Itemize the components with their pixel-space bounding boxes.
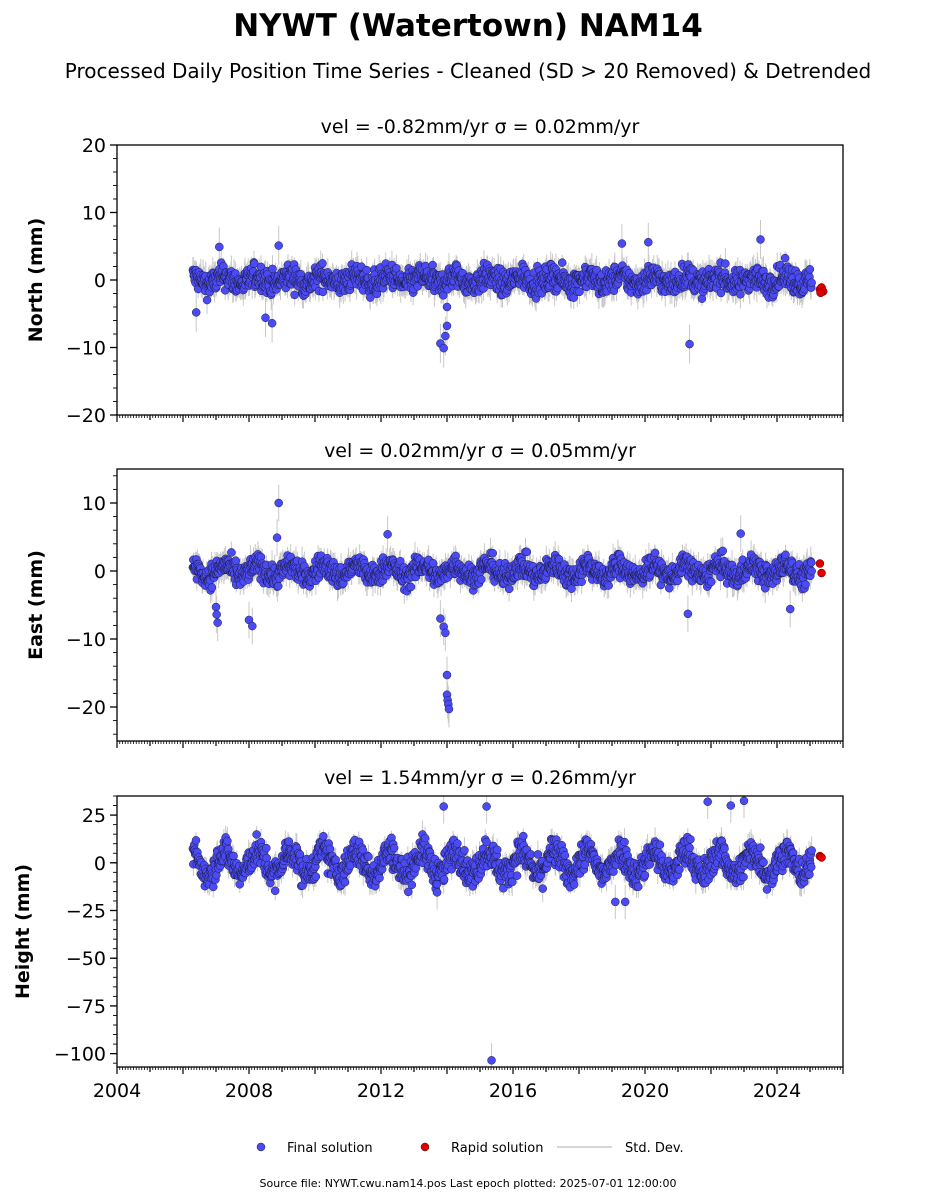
final-solution-point — [261, 313, 270, 323]
y-tick-label: −20 — [66, 405, 106, 427]
final-solution-point — [267, 318, 277, 328]
final-solution-point — [362, 265, 371, 275]
final-solution-point — [721, 259, 730, 268]
y-tick-label: 20 — [82, 135, 106, 157]
final-solution-point — [268, 264, 277, 274]
rapid-solution-point — [816, 288, 825, 298]
final-solution-point — [274, 581, 283, 591]
panel-north: 20 10 0 −10 −20 vel = -0.82mm/yr σ = 0.02mm/y… — [25, 116, 844, 427]
y-axis-label: North (mm) — [25, 218, 47, 343]
std-dev-bars — [192, 484, 813, 728]
final-solution-point — [557, 258, 567, 267]
final-solution-point — [805, 265, 815, 274]
final-solution-point — [442, 302, 452, 312]
final-solution-point — [736, 290, 745, 299]
final-solution-point — [807, 278, 816, 287]
chart-subtitle: Processed Daily Position Time Series - C… — [65, 59, 871, 83]
y-tick-label: −10 — [66, 338, 106, 360]
final-solution-point — [439, 343, 448, 353]
chart-title: NYWT (Watertown) NAM14 — [233, 8, 703, 44]
final-solution-point — [442, 321, 452, 331]
final-solution-point — [318, 287, 328, 297]
final-solution-point — [441, 331, 450, 341]
final-solution-point — [227, 548, 236, 557]
final-solution-point — [290, 290, 299, 300]
final-solution-points — [188, 235, 828, 353]
final-solution-point — [428, 260, 437, 270]
final-solution-point — [392, 264, 401, 273]
final-solution-point — [575, 287, 584, 297]
final-solution-point — [756, 235, 765, 244]
final-solution-point — [685, 339, 694, 349]
final-solution-point — [318, 259, 327, 268]
final-solution-point — [617, 239, 627, 248]
final-solution-point — [716, 288, 726, 298]
final-solution-point — [202, 295, 212, 305]
final-solution-point — [274, 241, 283, 250]
final-solution-point — [231, 556, 241, 565]
final-solution-point — [366, 293, 375, 302]
panels: 20 10 0 −10 −20 vel = -0.82mm/yr σ = 0.02mm/y… — [12, 116, 844, 1102]
y-tick-label: 10 — [82, 203, 106, 225]
final-solution-point — [780, 253, 790, 263]
final-solution-points — [188, 498, 826, 714]
final-solution-point — [207, 583, 217, 592]
final-solution-point — [644, 237, 653, 247]
final-solution-point — [215, 242, 224, 252]
panel-title: vel = -0.82mm/yr σ = 0.02mm/yr — [321, 116, 640, 138]
y-tick-label: 0 — [94, 270, 106, 292]
final-solution-point — [191, 308, 201, 317]
